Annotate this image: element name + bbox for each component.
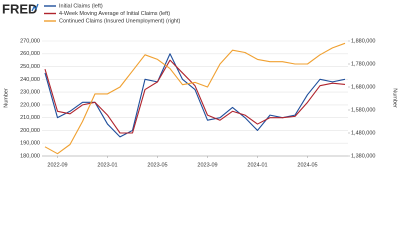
y-axis-title: Number — [3, 88, 9, 108]
y-tick-label: 270,000 — [20, 38, 40, 44]
background — [0, 0, 400, 172]
y-tick-label: 190,000 — [20, 141, 40, 147]
x-tick-label: 2022-09 — [47, 162, 67, 168]
x-tick-label: 2023-05 — [147, 162, 167, 168]
series-line — [44, 59, 346, 134]
y-tick-label: 210,000 — [20, 115, 40, 121]
logo: FRED — [2, 1, 37, 16]
y2-tick-label: 1,680,000 — [351, 84, 375, 90]
x-tick-label: 2023-09 — [197, 162, 217, 168]
y-tick-label: 260,000 — [20, 51, 40, 57]
y-tick-label: 220,000 — [20, 102, 40, 108]
x-tick-label: 2023-01 — [97, 162, 117, 168]
page: FRED Number Number 180,000 190,000 200,000… — [0, 0, 400, 172]
series-line — [44, 42, 346, 155]
x-tick-label: 2024-01 — [247, 162, 267, 168]
y2-tick-label: 1,880,000 — [351, 38, 375, 44]
y-tick-label: 230,000 — [20, 90, 40, 96]
legend-label: Initial Claims (left) — [59, 3, 103, 9]
x-tick-label: 2024-05 — [297, 162, 317, 168]
legend-label: Continued Claims (Insured Unemployment) … — [59, 18, 181, 24]
y2-tick-label: 1,780,000 — [351, 61, 375, 67]
logo-icon — [31, 3, 39, 12]
y-tick-label: 250,000 — [20, 64, 40, 70]
y2-tick-label: 1,380,000 — [351, 153, 375, 159]
chart: FRED Number Number 180,000 190,000 200,000… — [0, 0, 400, 172]
y-tick-label: 240,000 — [20, 77, 40, 83]
y2-tick-label: 1,580,000 — [351, 107, 375, 113]
y-tick-label: 200,000 — [20, 128, 40, 134]
legend-label: 4-Week Moving Average of Initial Claims … — [59, 11, 170, 17]
y2-axis-title: Number — [392, 88, 398, 108]
y-tick-label: 180,000 — [20, 153, 40, 159]
y2-tick-label: 1,480,000 — [351, 130, 375, 136]
